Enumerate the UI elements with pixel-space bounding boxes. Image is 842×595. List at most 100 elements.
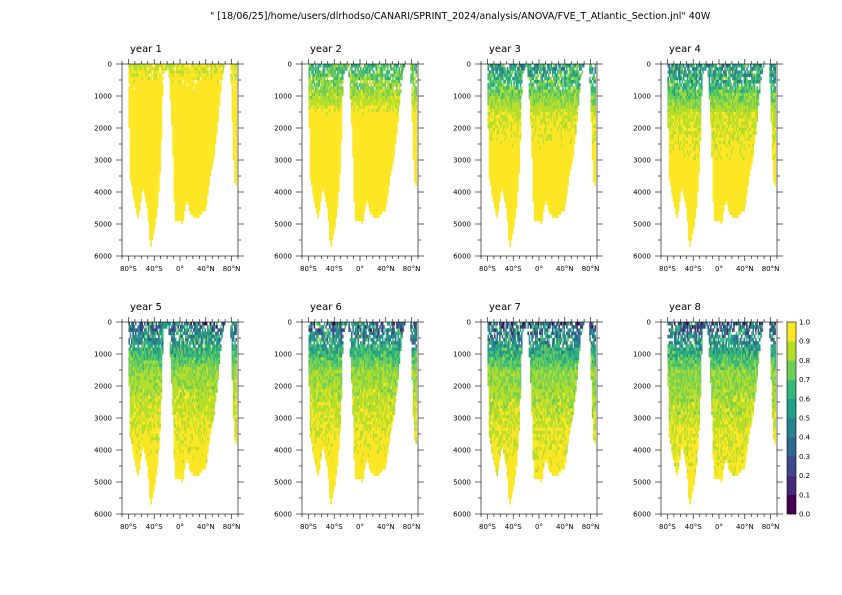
panel-title: year 2 bbox=[310, 44, 342, 55]
colorbar-label: 0.3 bbox=[799, 453, 810, 461]
x-tick-label: 0° bbox=[715, 265, 723, 273]
y-tick-label: 0 bbox=[108, 319, 112, 327]
y-tick-label: 1000 bbox=[453, 351, 471, 359]
y-tick-label: 0 bbox=[108, 61, 112, 69]
x-tick-label: 40°N bbox=[197, 265, 215, 273]
y-tick-label: 2000 bbox=[94, 383, 112, 391]
section-field bbox=[487, 322, 596, 505]
x-tick-label: 0° bbox=[715, 523, 723, 531]
panel-title: year 6 bbox=[310, 302, 342, 313]
colorbar-label: 1.0 bbox=[799, 319, 810, 327]
colorbar: 0.00.10.20.30.40.50.60.70.80.91.0 bbox=[787, 319, 811, 519]
y-tick-label: 1000 bbox=[633, 93, 651, 101]
y-tick-label: 4000 bbox=[633, 189, 651, 197]
colorbar-segment bbox=[787, 418, 796, 437]
x-tick-label: 40°N bbox=[736, 523, 754, 531]
figure-title: " [18/06/25]/home/users/dlrhodso/CANARI/… bbox=[210, 11, 711, 22]
colorbar-segment bbox=[787, 495, 796, 514]
section-field bbox=[308, 322, 417, 505]
y-tick-label: 0 bbox=[467, 61, 471, 69]
x-tick-label: 40°S bbox=[326, 523, 343, 531]
y-tick-label: 5000 bbox=[453, 221, 471, 229]
x-tick-label: 0° bbox=[535, 523, 543, 531]
x-tick-label: 80°S bbox=[300, 523, 317, 531]
x-tick-label: 0° bbox=[356, 265, 364, 273]
x-tick-label: 80°N bbox=[582, 523, 600, 531]
y-tick-label: 3000 bbox=[274, 157, 292, 165]
y-tick-label: 6000 bbox=[633, 253, 651, 261]
colorbar-segment bbox=[787, 399, 796, 418]
colorbar-label: 0.6 bbox=[799, 395, 811, 403]
x-tick-label: 40°S bbox=[146, 523, 163, 531]
x-tick-label: 40°S bbox=[505, 523, 522, 531]
y-tick-label: 4000 bbox=[453, 447, 471, 455]
y-tick-label: 3000 bbox=[94, 157, 112, 165]
y-tick-label: 2000 bbox=[633, 125, 651, 133]
x-tick-label: 0° bbox=[176, 523, 184, 531]
x-tick-label: 40°N bbox=[197, 523, 215, 531]
y-tick-label: 3000 bbox=[274, 415, 292, 423]
colorbar-label: 0.5 bbox=[799, 415, 810, 423]
y-tick-label: 1000 bbox=[453, 93, 471, 101]
colorbar-label: 0.9 bbox=[799, 338, 810, 346]
x-tick-label: 40°N bbox=[736, 265, 754, 273]
y-tick-label: 6000 bbox=[94, 253, 112, 261]
panel-title: year 7 bbox=[489, 302, 521, 313]
x-tick-label: 0° bbox=[356, 523, 364, 531]
colorbar-label: 0.1 bbox=[799, 491, 810, 499]
y-tick-label: 4000 bbox=[94, 447, 112, 455]
colorbar-label: 0.0 bbox=[799, 511, 810, 519]
colorbar-segment bbox=[787, 476, 796, 495]
x-tick-label: 80°N bbox=[403, 523, 421, 531]
y-tick-label: 4000 bbox=[94, 189, 112, 197]
x-tick-label: 80°S bbox=[479, 523, 496, 531]
x-tick-label: 80°N bbox=[223, 523, 241, 531]
colorbar-label: 0.2 bbox=[799, 472, 810, 480]
x-tick-label: 80°N bbox=[762, 523, 780, 531]
x-tick-label: 40°S bbox=[505, 265, 522, 273]
y-tick-label: 0 bbox=[647, 319, 651, 327]
y-tick-label: 6000 bbox=[453, 253, 471, 261]
x-tick-label: 80°S bbox=[300, 265, 317, 273]
y-tick-label: 5000 bbox=[274, 479, 292, 487]
y-tick-label: 4000 bbox=[274, 189, 292, 197]
x-tick-label: 80°N bbox=[582, 265, 600, 273]
y-tick-label: 6000 bbox=[94, 511, 112, 519]
x-tick-label: 40°N bbox=[556, 265, 574, 273]
y-tick-label: 2000 bbox=[274, 383, 292, 391]
y-tick-label: 1000 bbox=[633, 351, 651, 359]
y-tick-label: 0 bbox=[288, 61, 292, 69]
y-tick-label: 3000 bbox=[633, 415, 651, 423]
x-tick-label: 80°N bbox=[403, 265, 421, 273]
x-tick-label: 40°S bbox=[326, 265, 343, 273]
colorbar-segment bbox=[787, 437, 796, 456]
x-tick-label: 80°S bbox=[659, 523, 676, 531]
y-tick-label: 6000 bbox=[633, 511, 651, 519]
x-tick-label: 40°N bbox=[556, 523, 574, 531]
y-tick-label: 2000 bbox=[453, 383, 471, 391]
section-field bbox=[667, 322, 776, 505]
panel-title: year 5 bbox=[130, 302, 162, 313]
y-tick-label: 4000 bbox=[453, 189, 471, 197]
y-tick-label: 5000 bbox=[633, 221, 651, 229]
y-tick-label: 2000 bbox=[94, 125, 112, 133]
colorbar-label: 0.4 bbox=[799, 434, 811, 442]
panel-title: year 8 bbox=[669, 302, 701, 313]
colorbar-segment bbox=[787, 360, 796, 379]
y-tick-label: 5000 bbox=[94, 479, 112, 487]
y-tick-label: 1000 bbox=[94, 93, 112, 101]
x-tick-label: 80°N bbox=[223, 265, 241, 273]
section-field bbox=[128, 322, 237, 505]
y-tick-label: 6000 bbox=[453, 511, 471, 519]
x-tick-label: 80°S bbox=[120, 523, 137, 531]
x-tick-label: 0° bbox=[535, 265, 543, 273]
y-tick-label: 4000 bbox=[633, 447, 651, 455]
y-tick-label: 0 bbox=[647, 61, 651, 69]
